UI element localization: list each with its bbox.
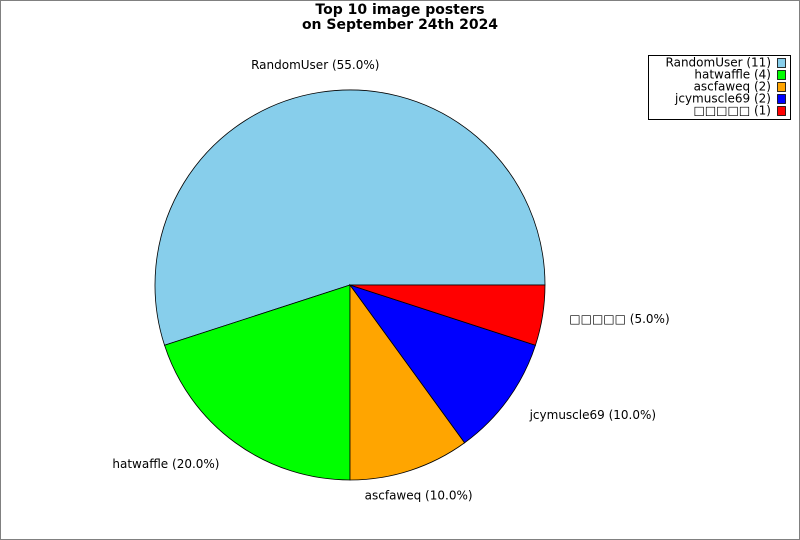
- legend-label: RandomUser (11): [666, 56, 771, 70]
- pie-slice: [164, 284, 351, 481]
- slice-label: hatwaffle (20.0%): [112, 457, 219, 471]
- legend-label: hatwaffle (4): [694, 68, 771, 82]
- pie-slice: [349, 283, 466, 481]
- slice-label: □□□□□ (5.0%): [569, 312, 669, 326]
- legend-label: □□□□□ (1): [693, 104, 771, 118]
- legend-swatch: [777, 106, 786, 116]
- slice-label: ascfaweq (10.0%): [365, 489, 473, 503]
- legend-swatch: [777, 58, 786, 68]
- legend-box: [648, 55, 791, 120]
- slice-label: jcymuscle69 (10.0%): [529, 408, 656, 422]
- legend-swatch: [777, 70, 786, 80]
- pie-slice: [349, 284, 546, 346]
- chart-subtitle: on September 24th 2024: [302, 17, 498, 33]
- legend-label: ascfaweq (2): [694, 80, 771, 94]
- slice-label: RandomUser (55.0%): [251, 58, 379, 72]
- legend-swatch: [777, 94, 786, 104]
- pie-slice: [154, 89, 546, 346]
- legend-swatch: [777, 82, 786, 92]
- pie-slice: [348, 284, 536, 444]
- chart-title: Top 10 image posters: [315, 2, 484, 18]
- legend-label: jcymuscle69 (2): [674, 92, 771, 106]
